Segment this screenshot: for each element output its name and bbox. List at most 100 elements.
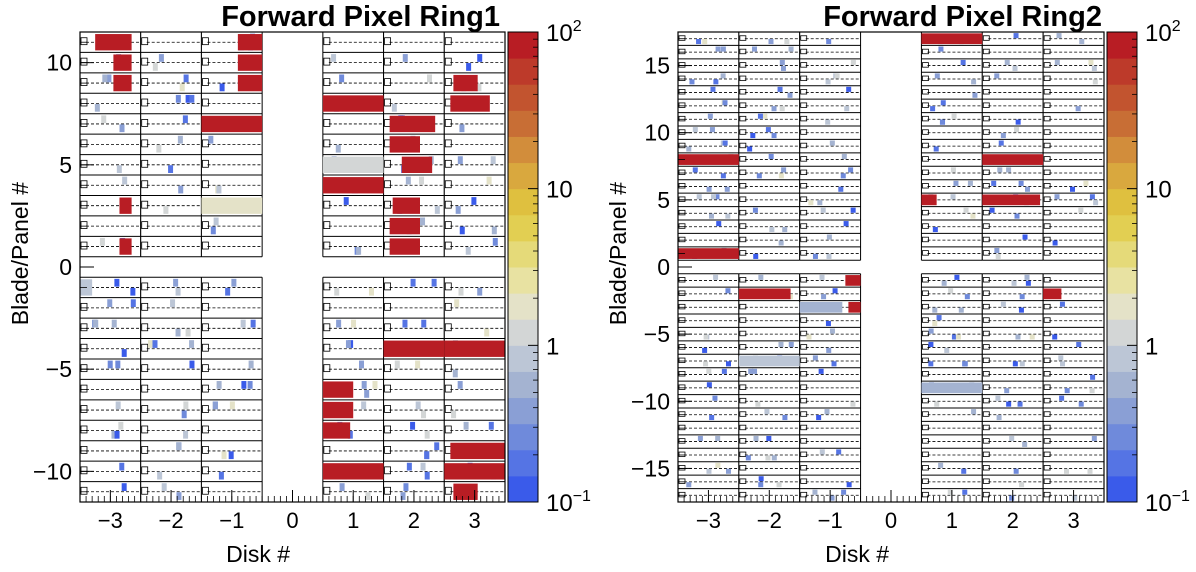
module-marker xyxy=(1043,209,1051,216)
occupancy-cell xyxy=(819,449,825,455)
module-marker xyxy=(739,236,747,243)
hot-cell xyxy=(237,34,263,51)
module-marker xyxy=(922,330,929,337)
occupancy-cell xyxy=(725,213,731,219)
occupancy-cell xyxy=(1006,401,1012,407)
occupancy-cell xyxy=(955,334,961,340)
module-marker xyxy=(800,424,808,431)
hot-cell xyxy=(453,74,478,92)
occupancy-cell xyxy=(989,207,995,213)
occupancy-cell xyxy=(991,180,997,186)
occupancy-cell xyxy=(722,140,728,146)
occupancy-cell xyxy=(706,186,712,192)
occupancy-cell xyxy=(1018,307,1024,313)
module-marker xyxy=(444,364,452,373)
occupancy-cell xyxy=(1025,280,1031,286)
occupancy-cell xyxy=(156,144,162,153)
module-marker xyxy=(800,62,808,68)
module-marker xyxy=(800,142,808,149)
occupancy-cell xyxy=(420,217,426,226)
occupancy-cell xyxy=(961,468,967,474)
y-tick-label: −10 xyxy=(631,388,670,414)
color-bar: 102 10 1 10−1 xyxy=(507,18,591,517)
occupancy-cell xyxy=(372,381,378,389)
color-bar-label: 1 xyxy=(1145,333,1158,360)
occupancy-cell xyxy=(1018,180,1024,186)
module-marker xyxy=(982,357,990,364)
occupancy-cell xyxy=(119,462,125,471)
module-marker xyxy=(80,180,88,189)
occupancy-cell xyxy=(933,146,939,152)
occupancy-cell xyxy=(466,63,472,71)
module-marker xyxy=(141,343,149,352)
occupancy-cell xyxy=(848,167,854,173)
occupancy-cell xyxy=(816,414,822,421)
occupancy-cell xyxy=(183,74,189,83)
occupancy-cell xyxy=(361,401,367,410)
occupancy-cell xyxy=(784,38,790,45)
module-marker xyxy=(800,438,808,444)
occupancy-cell xyxy=(1004,388,1010,394)
module-marker xyxy=(1043,317,1051,323)
module-marker xyxy=(739,250,747,256)
module-marker xyxy=(982,290,990,296)
module-marker xyxy=(1043,89,1051,95)
occupancy-cell xyxy=(121,349,127,357)
occupancy-cell xyxy=(951,334,957,340)
module-marker xyxy=(80,78,88,86)
occupancy-cell xyxy=(459,124,465,133)
occupancy-cell xyxy=(210,226,216,235)
occupancy-cell xyxy=(250,319,256,328)
occupancy-cell xyxy=(843,221,849,227)
module-marker xyxy=(444,139,452,148)
module-marker xyxy=(141,446,149,454)
occupancy-cell xyxy=(939,119,945,125)
occupancy-cell xyxy=(782,414,788,421)
module-marker xyxy=(982,183,990,189)
occupancy-cell xyxy=(697,435,703,442)
color-bar-segment xyxy=(1107,267,1137,294)
occupancy-cell xyxy=(107,360,113,369)
disk-block xyxy=(921,32,983,261)
module-marker xyxy=(982,330,990,337)
occupancy-cell xyxy=(928,361,934,367)
occupancy-cell xyxy=(812,355,818,361)
module-marker xyxy=(1043,438,1051,444)
disk-block xyxy=(140,32,202,257)
module-marker xyxy=(80,119,88,127)
occupancy-cell xyxy=(1009,495,1015,501)
module-marker xyxy=(141,159,149,168)
module-marker xyxy=(922,303,929,310)
hot-cell xyxy=(113,54,132,71)
occupancy-cell xyxy=(930,106,936,112)
occupancy-cell xyxy=(703,361,709,367)
color-bar-segment xyxy=(508,136,538,164)
occupancy-cell xyxy=(170,299,176,308)
module-marker xyxy=(982,169,990,176)
module-marker xyxy=(678,223,686,229)
module-marker xyxy=(202,405,209,413)
occupancy-cell xyxy=(1060,361,1066,367)
occupancy-cell xyxy=(175,328,181,337)
module-marker xyxy=(323,486,331,495)
occupancy-cell xyxy=(934,73,940,79)
x-tick-label: 3 xyxy=(469,508,481,533)
occupancy-cell xyxy=(99,237,105,246)
occupancy-cell xyxy=(710,86,716,92)
occupancy-cell xyxy=(826,347,832,353)
module-marker xyxy=(922,209,929,216)
module-marker xyxy=(141,221,149,229)
occupancy-cell xyxy=(826,253,832,259)
occupancy-cell xyxy=(692,167,698,173)
module-marker xyxy=(202,364,209,373)
occupancy-cell xyxy=(715,462,721,468)
module-marker xyxy=(982,424,990,431)
color-bar-label: 10−1 xyxy=(546,488,591,517)
occupancy-cell xyxy=(787,92,793,98)
module-marker xyxy=(800,290,808,296)
module-marker xyxy=(922,465,929,471)
occupancy-cell xyxy=(1078,401,1084,407)
color-bar-segment xyxy=(508,188,538,216)
module-marker xyxy=(202,425,209,434)
y-tick-label: 10 xyxy=(644,120,670,146)
